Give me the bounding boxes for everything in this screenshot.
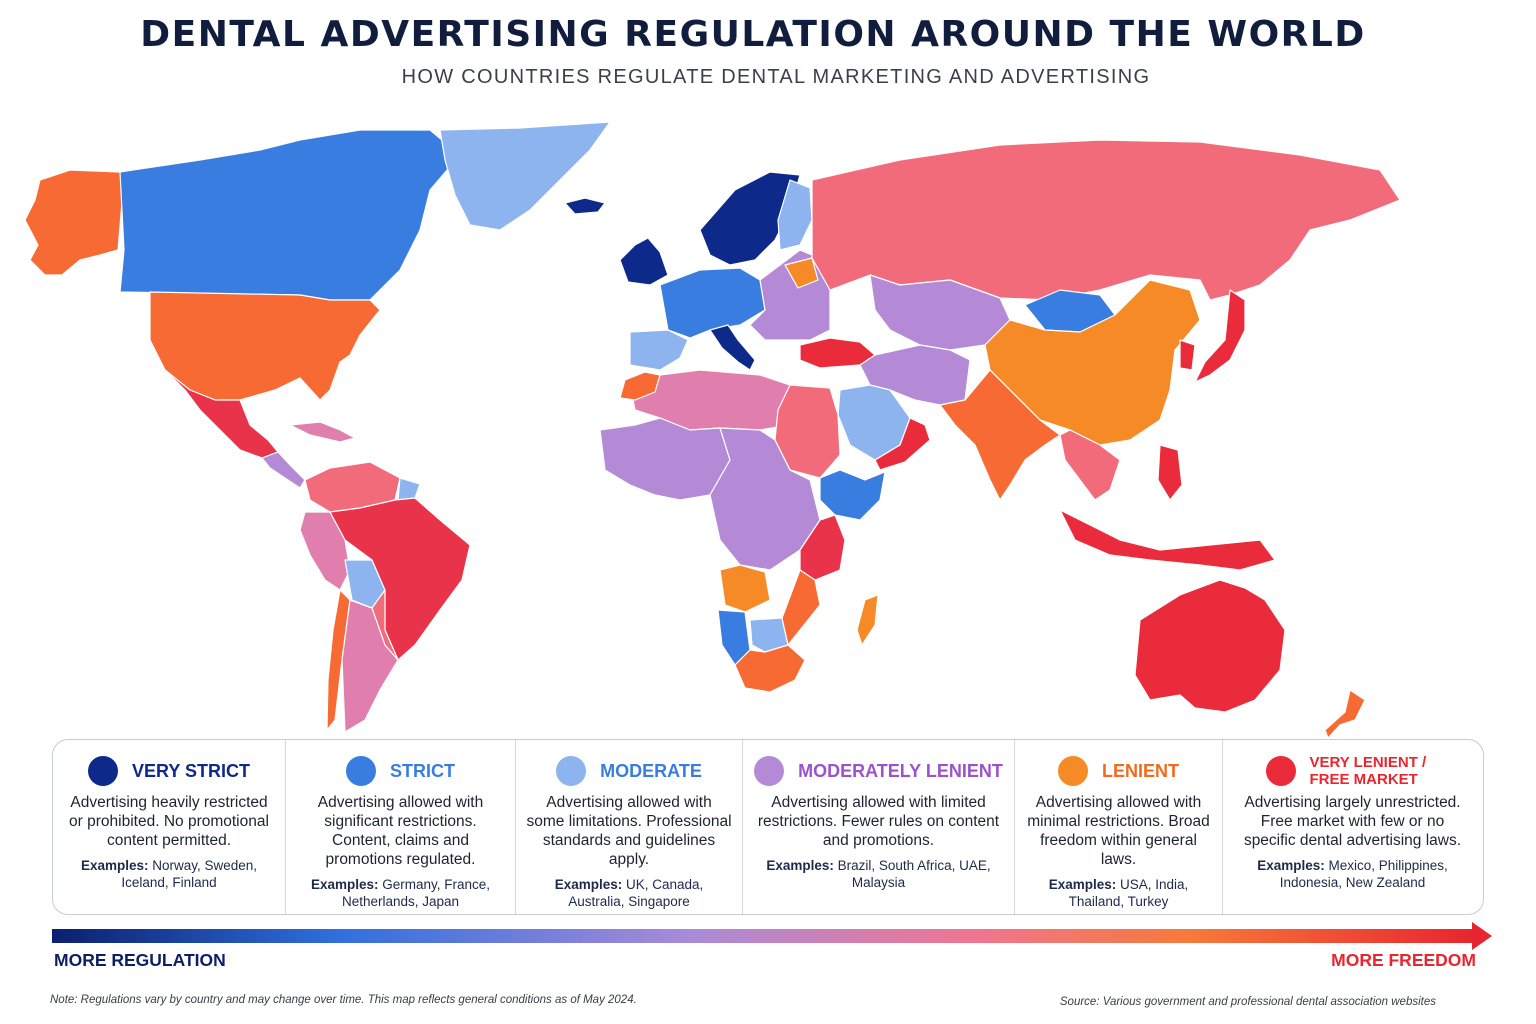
examples-label: Examples: — [310, 877, 379, 892]
legend-strict: STRICT Advertising allowed with signific… — [285, 740, 515, 914]
legend-label-very-lenient: VERY LENIENT / FREE MARKET — [1309, 754, 1427, 788]
page-subtitle: HOW COUNTRIES REGULATE DENTAL MARKETING … — [401, 66, 1151, 88]
examples-label: Examples: — [766, 858, 834, 873]
legend-label-moderate: MODERATE — [600, 761, 702, 781]
region-canada — [119, 129, 461, 301]
region-guianas — [397, 477, 421, 501]
legend-box: VERY STRICT Advertising heavily restrict… — [52, 739, 1484, 915]
region-russia — [811, 139, 1401, 301]
region-new-zealand — [1324, 689, 1366, 739]
region-finland-baltics — [777, 179, 813, 251]
legend-desc-lenient: Advertising allowed with minimal restric… — [1027, 794, 1210, 868]
region-western-europe — [659, 267, 766, 339]
legend-swatch-very-strict — [87, 756, 118, 786]
region-morocco — [619, 371, 661, 401]
region-central-america — [261, 451, 306, 489]
legend-moderately-lenient: MODERATELY LENIENT Advertising allowed w… — [742, 740, 1014, 914]
legend-desc-moderately-lenient: Advertising allowed with limited restric… — [757, 794, 1000, 849]
examples-label: Examples: — [1257, 858, 1325, 873]
legend-swatch-lenient — [1057, 756, 1088, 786]
region-caribbean — [289, 421, 356, 443]
legend-lenient: LENIENT Advertising allowed with minimal… — [1014, 740, 1222, 914]
legend-moderate: MODERATE Advertising allowed with some l… — [515, 740, 742, 914]
region-alaska — [24, 169, 125, 276]
legend-examples-lenient: Examples: USA, India, Thailand, Turkey — [1015, 876, 1222, 910]
legend-desc-very-strict: Advertising heavily restricted or prohib… — [69, 794, 269, 849]
legend-swatch-strict — [346, 756, 376, 786]
region-paraguay-uruguay — [371, 589, 399, 661]
legend-desc-very-lenient: Advertising largely unrestricted. Free m… — [1243, 794, 1462, 849]
legend-examples-moderately-lenient: Examples: Brazil, South Africa, UAE, Mal… — [743, 857, 1014, 891]
legend-label-moderately-lenient: MODERATELY LENIENT — [798, 761, 1003, 781]
legend-label-very-strict: VERY STRICT — [131, 761, 251, 781]
region-ethiopia-somalia — [819, 469, 886, 521]
legend-label-strict: STRICT — [390, 761, 455, 781]
source-note: Source: Various government and professio… — [1059, 996, 1436, 1008]
region-uk-ireland — [619, 237, 669, 286]
page-title: DENTAL ADVERTISING REGULATION AROUND THE… — [140, 14, 1366, 55]
regulation-scale-arrow — [52, 922, 1492, 950]
examples-list: USA, India, Thailand, Turkey — [1068, 877, 1189, 909]
examples-list: Norway, Sweden, Iceland, Finland — [121, 858, 258, 890]
region-italy — [709, 324, 756, 371]
legend-examples-moderate: Examples: UK, Canada, Australia, Singapo… — [516, 876, 742, 910]
examples-label: Examples: — [1048, 877, 1117, 892]
region-greenland — [439, 121, 611, 231]
legend-swatch-very-lenient — [1265, 756, 1296, 786]
world-map — [24, 121, 1401, 739]
legend-very-lenient: VERY LENIENT / FREE MARKET Advertising l… — [1222, 740, 1482, 914]
region-oman-yemen — [874, 417, 931, 471]
examples-label: Examples: — [80, 858, 149, 873]
region-iberia — [629, 329, 689, 371]
region-india-pakistan — [939, 369, 1061, 501]
legend-swatch-moderately-lenient — [754, 756, 785, 786]
legend-label-lenient: LENIENT — [1101, 761, 1179, 781]
more-freedom-label: MORE FREEDOM — [1331, 950, 1476, 970]
region-angola — [719, 564, 771, 613]
region-brazil — [329, 497, 471, 661]
legend-examples-very-strict: Examples: Norway, Sweden, Iceland, Finla… — [53, 857, 285, 891]
region-united-states — [149, 291, 381, 401]
region-west-africa — [599, 417, 731, 501]
legend-examples-strict: Examples: Germany, France, Netherlands, … — [286, 876, 515, 910]
region-madagascar — [856, 594, 879, 646]
legend-swatch-moderate — [556, 756, 587, 786]
examples-list: Mexico, Philippines, Indonesia, New Zeal… — [1279, 858, 1448, 890]
legend-examples-very-lenient: Examples: Mexico, Philippines, Indonesia… — [1223, 857, 1482, 891]
legend-desc-moderate: Advertising allowed with some limitation… — [526, 794, 732, 868]
examples-list: Germany, France, Netherlands, Japan — [341, 877, 491, 909]
examples-list: UK, Canada, Australia, Singapore — [568, 877, 704, 909]
footnote: Note: Regulations vary by country and ma… — [50, 994, 637, 1006]
region-north-africa — [629, 369, 791, 431]
region-ukraine — [784, 257, 819, 289]
region-korea-japan — [1179, 289, 1246, 383]
examples-label: Examples: — [554, 877, 623, 892]
region-indonesia-philippines — [1059, 444, 1276, 571]
region-australia — [1134, 579, 1286, 713]
region-iceland — [564, 197, 606, 215]
legend-desc-strict: Advertising allowed with significant res… — [317, 794, 484, 868]
examples-list: Brazil, South Africa, UAE, Malaysia — [837, 858, 991, 890]
legend-very-strict: VERY STRICT Advertising heavily restrict… — [53, 740, 285, 914]
region-southern-africa — [734, 569, 821, 693]
region-southeast-asia — [1059, 429, 1121, 501]
more-regulation-label: MORE REGULATION — [54, 950, 226, 970]
